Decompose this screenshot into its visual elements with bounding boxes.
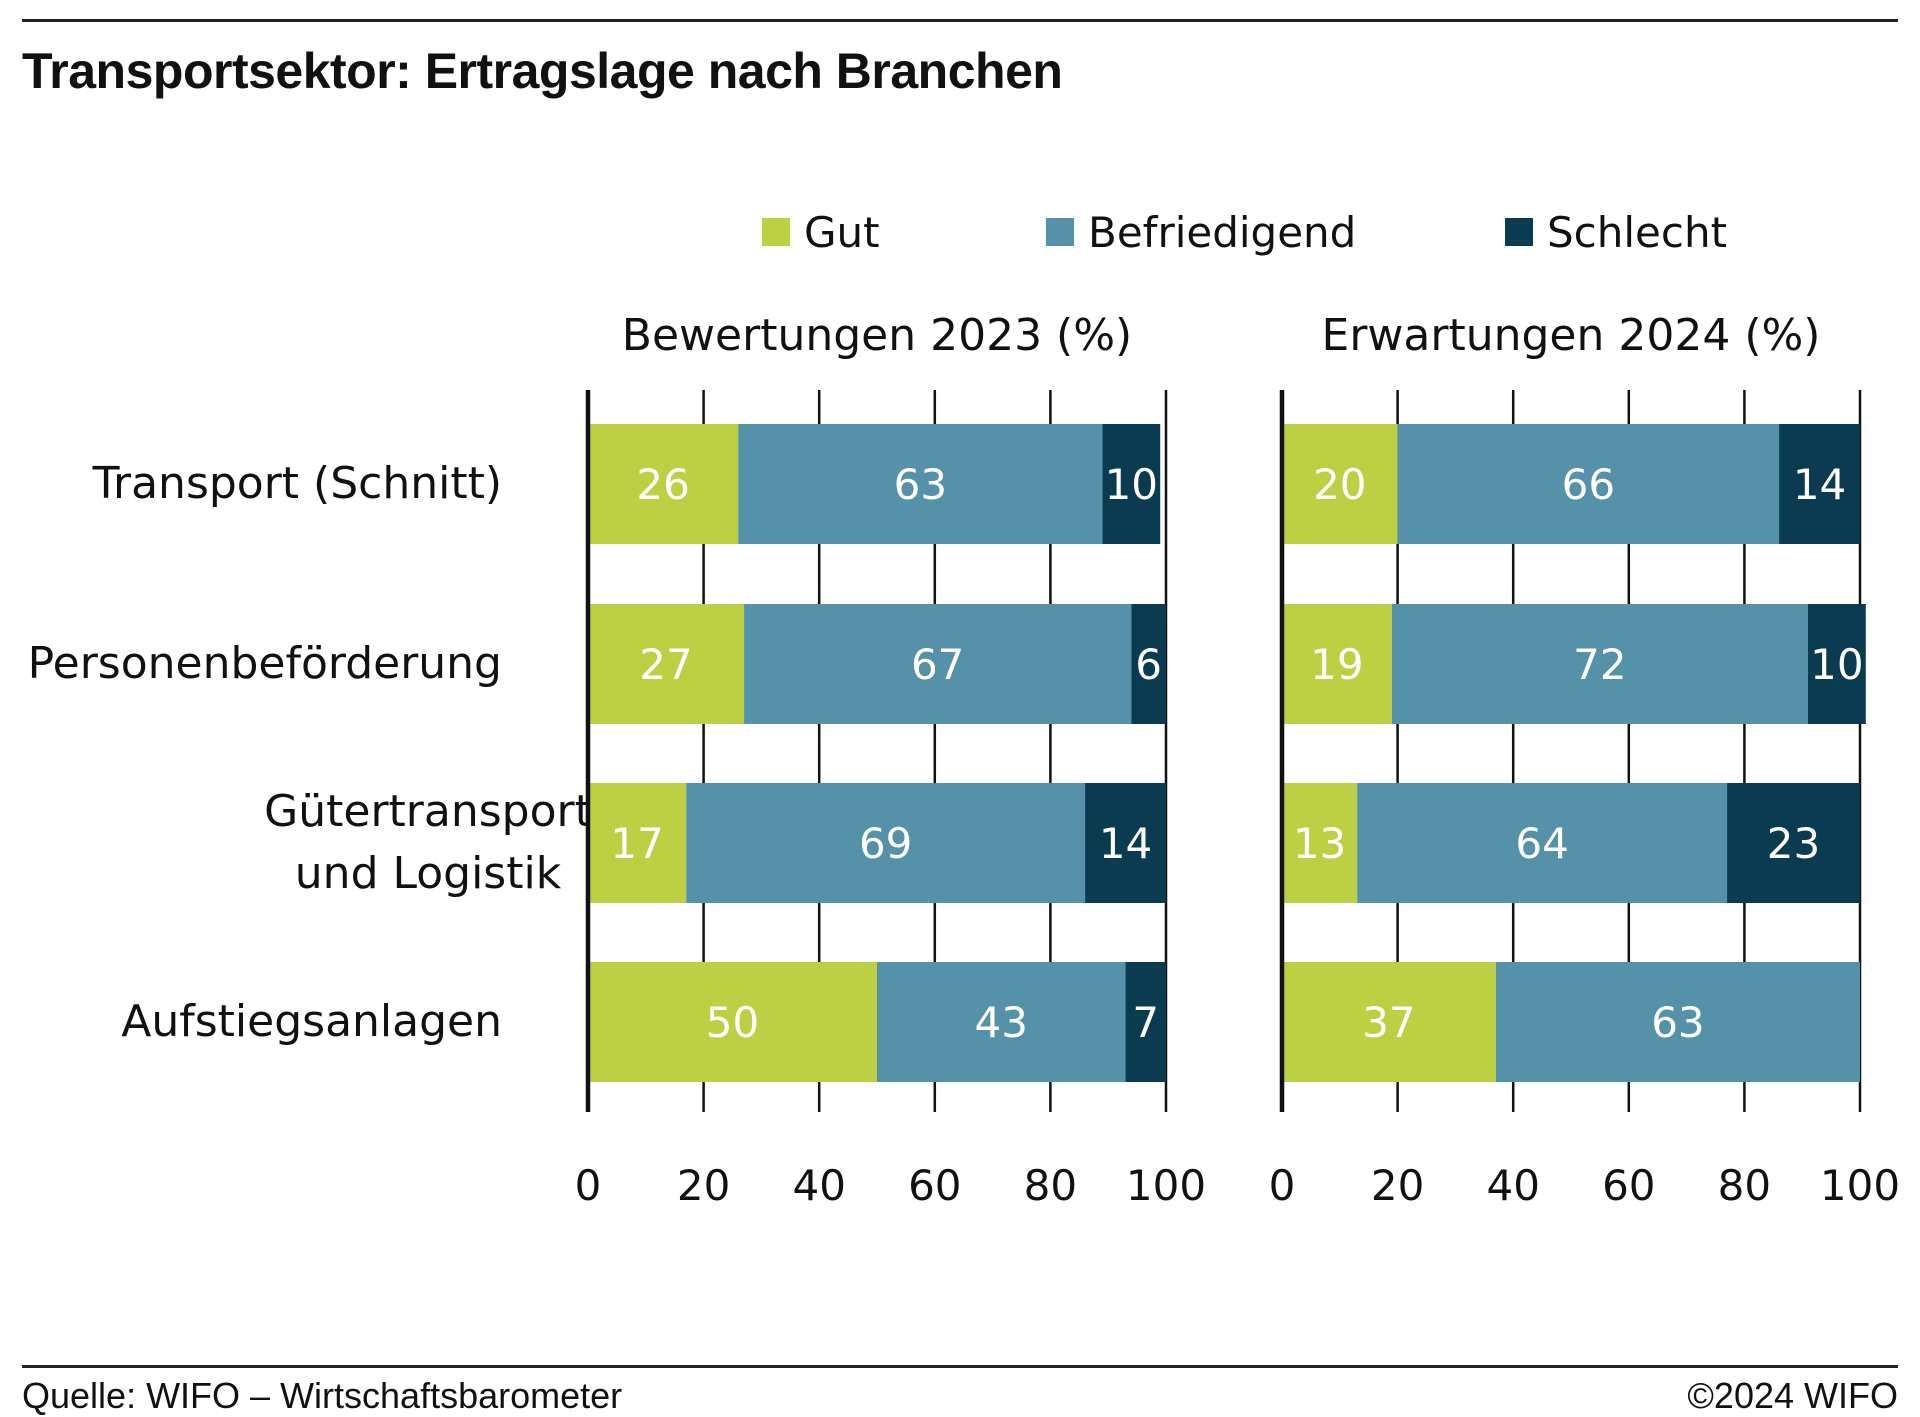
x-tick-label: 80: [1024, 1161, 1077, 1210]
bar-segment-gut: [1282, 604, 1392, 724]
x-tick-label: 0: [1269, 1161, 1296, 1210]
data-label: 69: [859, 819, 912, 868]
bar-segment-schlecht: [1779, 424, 1860, 544]
bar-segment-gut: [588, 604, 745, 724]
category-label: Aufstiegsanlagen: [121, 996, 502, 1047]
panel-title: Bewertungen 2023 (%): [622, 310, 1132, 361]
bar-segment-schlecht: [1807, 604, 1866, 724]
legend-label-befriedigend: Befriedigend: [1088, 208, 1356, 257]
top-rule: [22, 19, 1898, 22]
data-label: 17: [610, 819, 663, 868]
x-tick-label: 60: [908, 1161, 961, 1210]
bar-segment-befriedigend: [744, 604, 1132, 724]
data-label: 27: [639, 640, 692, 689]
chart-title: Transportsektor: Ertragslage nach Branch…: [22, 43, 1063, 99]
bar-segment-befriedigend: [1397, 424, 1780, 544]
data-label: 26: [636, 460, 689, 509]
panel-title: Erwartungen 2024 (%): [1322, 310, 1821, 361]
legend-swatch-schlecht: [1505, 218, 1533, 246]
x-tick-label: 0: [575, 1161, 602, 1210]
data-label: 67: [911, 640, 964, 689]
data-label: 37: [1362, 998, 1415, 1047]
data-label: 19: [1310, 640, 1363, 689]
bar-segment-schlecht: [1085, 783, 1166, 903]
data-label: 63: [1651, 998, 1704, 1047]
bottom-rule: [22, 1365, 1898, 1368]
category-label: Personenbeförderung: [28, 638, 502, 689]
x-tick-label: 20: [677, 1161, 730, 1210]
data-label: 64: [1515, 819, 1568, 868]
bar-segment-befriedigend: [1495, 962, 1860, 1082]
bar-segment-gut: [588, 424, 739, 544]
data-label: 14: [1793, 460, 1846, 509]
bar-segment-gut: [1282, 962, 1496, 1082]
bar-segment-befriedigend: [877, 962, 1126, 1082]
bar-segment-befriedigend: [738, 424, 1103, 544]
legend-label-gut: Gut: [804, 208, 880, 257]
legend-label-schlecht: Schlecht: [1547, 208, 1727, 257]
data-label: 7: [1132, 998, 1159, 1047]
legend-swatch-befriedigend: [1046, 218, 1074, 246]
copyright-note: ©2024 WIFO: [1687, 1375, 1898, 1416]
bar-segment-schlecht: [1102, 424, 1161, 544]
bar-segment-gut: [1282, 783, 1358, 903]
data-label: 63: [894, 460, 947, 509]
x-tick-label: 100: [1126, 1161, 1206, 1210]
data-label: 50: [706, 998, 759, 1047]
data-label: 6: [1135, 640, 1162, 689]
bar-segment-schlecht: [1125, 962, 1166, 1082]
x-tick-label: 40: [1486, 1161, 1539, 1210]
x-tick-label: 20: [1371, 1161, 1424, 1210]
data-label: 20: [1313, 460, 1366, 509]
data-label: 13: [1293, 819, 1346, 868]
data-label: 66: [1562, 460, 1615, 509]
category-label: Transport (Schnitt): [92, 458, 502, 509]
bar-segment-gut: [588, 962, 877, 1082]
legend-swatch-gut: [762, 218, 790, 246]
bar-segment-befriedigend: [1391, 604, 1808, 724]
bar-segment-schlecht: [1727, 783, 1860, 903]
bar-segment-gut: [1282, 424, 1398, 544]
data-label: 23: [1767, 819, 1820, 868]
data-label: 10: [1810, 640, 1863, 689]
data-label: 10: [1105, 460, 1158, 509]
x-tick-label: 100: [1820, 1161, 1900, 1210]
bar-segment-schlecht: [1131, 604, 1166, 724]
data-label: 14: [1099, 819, 1152, 868]
category-label: und Logistik: [295, 848, 562, 899]
bar-segment-befriedigend: [1357, 783, 1728, 903]
x-tick-label: 40: [792, 1161, 845, 1210]
x-tick-label: 80: [1718, 1161, 1771, 1210]
data-label: 72: [1573, 640, 1626, 689]
x-tick-label: 60: [1602, 1161, 1655, 1210]
category-label: Gütertransport: [264, 786, 592, 837]
data-label: 43: [975, 998, 1028, 1047]
bar-segment-befriedigend: [686, 783, 1086, 903]
source-note: Quelle: WIFO – Wirtschaftsbarometer: [22, 1375, 623, 1416]
bar-segment-gut: [588, 783, 687, 903]
